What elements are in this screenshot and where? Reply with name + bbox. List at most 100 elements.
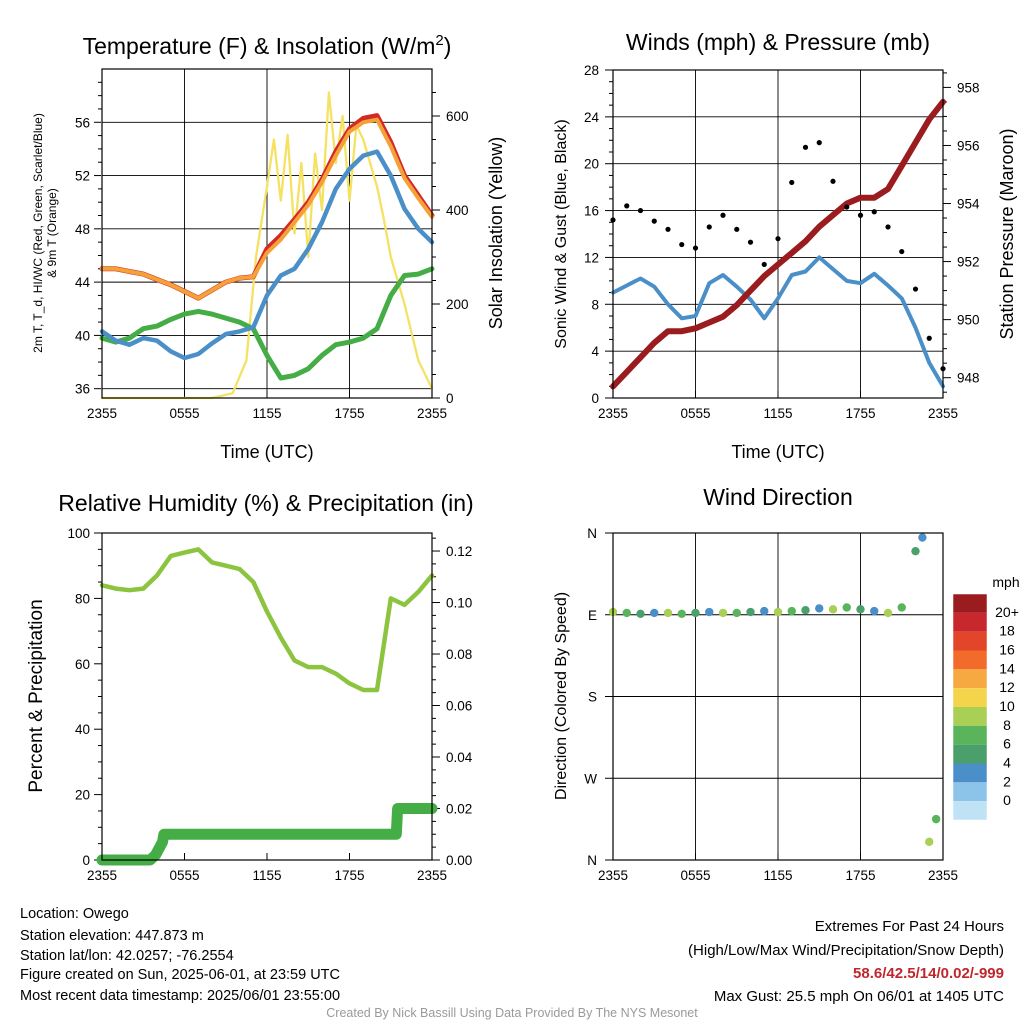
humidity-x-tick-label: 0555 xyxy=(169,868,199,883)
colorbar-swatch xyxy=(953,801,987,820)
colorbar-label: 12 xyxy=(999,679,1015,695)
humidity-x-tick-label: 2355 xyxy=(87,868,117,883)
precip-y-tick-label: 0.10 xyxy=(446,596,472,611)
winds-y-tick-label: 24 xyxy=(584,110,600,125)
colorbar-label: 0 xyxy=(1003,792,1011,808)
gust-point xyxy=(665,226,671,232)
colorbar-swatch xyxy=(953,650,987,670)
humidity-y-tick-label: 80 xyxy=(75,591,90,606)
winds-x-tick-label: 0555 xyxy=(680,406,710,421)
direction-point xyxy=(815,604,824,613)
colorbar-label: 2 xyxy=(1003,773,1011,789)
direction-y-tick-label: N xyxy=(587,526,597,541)
gust-point xyxy=(857,212,864,218)
colorbar-label: 14 xyxy=(999,660,1015,676)
direction-point xyxy=(636,609,645,619)
direction-x-tick-label: 1755 xyxy=(845,868,875,883)
colorbar-swatch xyxy=(953,669,987,689)
temperature-xlabel: Time (UTC) xyxy=(220,442,313,462)
extremes-values: 58.6/42.5/14/0.02/-999 xyxy=(853,965,1004,982)
gust-point xyxy=(679,241,685,248)
humidity-y-tick-label: 60 xyxy=(75,657,90,672)
info-recent: Most recent data timestamp: 2025/06/01 2… xyxy=(20,988,341,1004)
direction-point xyxy=(732,608,741,618)
direction-point xyxy=(691,608,700,618)
insolation-y-tick-label: 200 xyxy=(446,297,469,312)
direction-title: Wind Direction xyxy=(703,484,853,510)
gust-point xyxy=(871,209,877,215)
humidity-title: Relative Humidity (%) & Precipitation (i… xyxy=(58,490,473,516)
info-elevation: Station elevation: 447.873 m xyxy=(20,928,204,944)
colorbar-label: 8 xyxy=(1003,717,1011,733)
direction-point xyxy=(931,814,941,824)
humidity-x-tick-label: 1755 xyxy=(334,868,364,883)
winds-y-tick-label: 8 xyxy=(591,297,599,312)
winds-y-tick-label: 0 xyxy=(591,391,599,406)
direction-point xyxy=(842,603,851,612)
gust-point xyxy=(885,224,891,230)
insolation-y-tick-label: 0 xyxy=(446,391,454,406)
precip-y-tick-label: 0.04 xyxy=(446,750,473,765)
extremes-subtitle: (High/Low/Max Wind/Precipitation/Snow De… xyxy=(688,942,1004,959)
direction-point xyxy=(677,609,686,619)
humidity-y-tick-label: 100 xyxy=(67,526,90,541)
gust-point xyxy=(912,286,919,292)
insolation-y-tick-label: 600 xyxy=(446,109,469,124)
gust-point xyxy=(637,207,644,214)
direction-point xyxy=(856,605,865,614)
temperature-series-yellow xyxy=(100,91,434,400)
direction-point xyxy=(911,546,920,556)
direction-y-tick-label: E xyxy=(588,608,597,623)
colorbar-label: 10 xyxy=(999,698,1015,714)
direction-point xyxy=(883,608,893,618)
winds-y-tick-label: 20 xyxy=(584,157,599,172)
temperature-y-tick-label: 48 xyxy=(75,222,90,237)
winds-x-tick-label: 1755 xyxy=(845,406,875,421)
humidity-ylabel-left: Percent & Precipitation xyxy=(26,599,47,792)
winds-x-tick-label: 2355 xyxy=(598,406,628,421)
insolation-y-tick-label: 400 xyxy=(446,203,469,218)
temperature-ylabel-left-line2: & 9m T (Orange) xyxy=(45,188,59,278)
humidity-y-tick-label: 20 xyxy=(75,788,90,803)
direction-x-tick-label: 0555 xyxy=(680,868,710,883)
pressure-y-tick-label: 954 xyxy=(957,197,980,212)
credit-line: Created By Nick Bassill Using Data Provi… xyxy=(326,1006,698,1020)
temperature-series-green xyxy=(99,266,435,381)
direction-point xyxy=(870,606,879,616)
winds-ylabel-left: Sonic Wind & Gust (Blue, Black) xyxy=(553,119,570,348)
temperature-x-tick-label: 2355 xyxy=(417,406,447,421)
temperature-x-tick-label: 1755 xyxy=(334,406,364,421)
colorbar-swatch xyxy=(953,594,987,613)
temperature-x-tick-label: 0555 xyxy=(169,406,199,421)
winds-y-tick-label: 4 xyxy=(591,344,599,359)
humidity-plot-frame xyxy=(101,532,433,861)
pressure-y-tick-label: 948 xyxy=(957,371,980,386)
direction-point xyxy=(925,837,934,847)
gust-point xyxy=(720,212,726,218)
colorbar-swatch xyxy=(953,782,987,802)
winds-y-tick-label: 28 xyxy=(584,63,599,78)
gust-point xyxy=(775,236,781,242)
colorbar-swatch xyxy=(953,763,987,783)
winds-series-blue xyxy=(611,255,945,389)
humidity-x-tick-label: 2355 xyxy=(417,868,447,883)
direction-point xyxy=(650,608,659,618)
direction-y-tick-label: W xyxy=(584,771,597,786)
colorbar-swatch xyxy=(953,744,987,764)
direction-point xyxy=(760,606,769,616)
gust-point xyxy=(789,179,795,186)
info-latlon: Station lat/lon: 42.0257; -76.2554 xyxy=(20,948,234,964)
winds-y-tick-label: 12 xyxy=(584,250,599,265)
temperature-ylabel-right: Solar Insolation (Yellow) xyxy=(486,137,506,329)
max-gust: Max Gust: 25.5 mph On 06/01 at 1405 UTC xyxy=(713,988,1004,1005)
precip-series xyxy=(96,803,438,866)
winds-y-tick-label: 16 xyxy=(584,204,599,219)
precip-y-tick-label: 0.02 xyxy=(446,802,472,817)
humidity-x-tick-label: 1155 xyxy=(252,868,281,883)
temperature-plot-frame xyxy=(101,68,433,399)
winds-plot-frame xyxy=(612,69,944,399)
direction-point xyxy=(663,608,673,618)
colorbar-swatch xyxy=(953,631,987,651)
precip-y-tick-label: 0.00 xyxy=(446,853,472,868)
temperature-y-tick-label: 40 xyxy=(75,328,90,343)
